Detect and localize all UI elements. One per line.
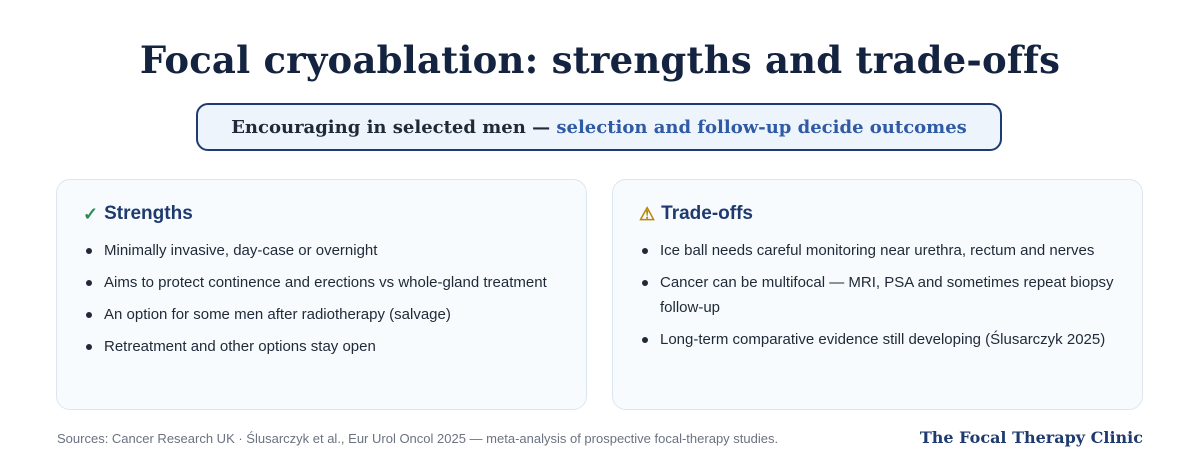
- page-title: Focal cryoablation: strengths and trade-…: [139, 38, 1061, 82]
- bullet-icon: [642, 248, 648, 254]
- bullet-icon: [642, 280, 648, 286]
- check-icon: ✓: [83, 203, 99, 224]
- clinic-brand: The Focal Therapy Clinic: [919, 428, 1143, 447]
- bullet-icon: [86, 312, 92, 318]
- strengths-header: ✓ Strengths: [83, 202, 560, 226]
- tradeoffs-card: ⚠ Trade-offs Ice ball needs careful moni…: [612, 179, 1143, 410]
- list-item: Long-term comparative evidence still dev…: [639, 327, 1116, 352]
- list-item: Cancer can be multifocal — MRI, PSA and …: [639, 270, 1116, 320]
- bullet-icon: [86, 344, 92, 350]
- tradeoffs-heading: Trade-offs: [661, 203, 753, 224]
- list-item: Aims to protect continence and erections…: [83, 270, 560, 295]
- list-item: An option for some men after radiotherap…: [83, 302, 560, 327]
- strengths-list: Minimally invasive, day-case or overnigh…: [83, 238, 560, 359]
- list-item-text: Long-term comparative evidence still dev…: [660, 331, 1106, 348]
- list-item-text: Cancer can be multifocal — MRI, PSA and …: [660, 274, 1114, 316]
- list-item-text: Retreatment and other options stay open: [104, 338, 376, 355]
- list-item: Retreatment and other options stay open: [83, 334, 560, 359]
- bullet-icon: [642, 337, 648, 343]
- list-item: Minimally invasive, day-case or overnigh…: [83, 238, 560, 263]
- list-item-text: Minimally invasive, day-case or overnigh…: [104, 242, 378, 259]
- strengths-heading: Strengths: [104, 203, 193, 224]
- bullet-icon: [86, 248, 92, 254]
- list-item-text: Aims to protect continence and erections…: [104, 274, 547, 291]
- strengths-card: ✓ Strengths Minimally invasive, day-case…: [56, 179, 587, 410]
- tradeoffs-list: Ice ball needs careful monitoring near u…: [639, 238, 1116, 352]
- sources-note: Sources: Cancer Research UK · Ślusarczyk…: [57, 431, 779, 446]
- list-item-text: An option for some men after radiotherap…: [104, 306, 451, 323]
- banner-lead-text: Encouraging in selected men —: [231, 116, 551, 138]
- list-item: Ice ball needs careful monitoring near u…: [639, 238, 1116, 263]
- summary-banner: Encouraging in selected men — selection …: [196, 103, 1002, 151]
- bullet-icon: [86, 280, 92, 286]
- list-item-text: Ice ball needs careful monitoring near u…: [660, 242, 1095, 259]
- tradeoffs-header: ⚠ Trade-offs: [639, 202, 1116, 226]
- banner-accent-text: selection and follow-up decide outcomes: [556, 116, 967, 138]
- warning-icon: ⚠: [639, 203, 656, 224]
